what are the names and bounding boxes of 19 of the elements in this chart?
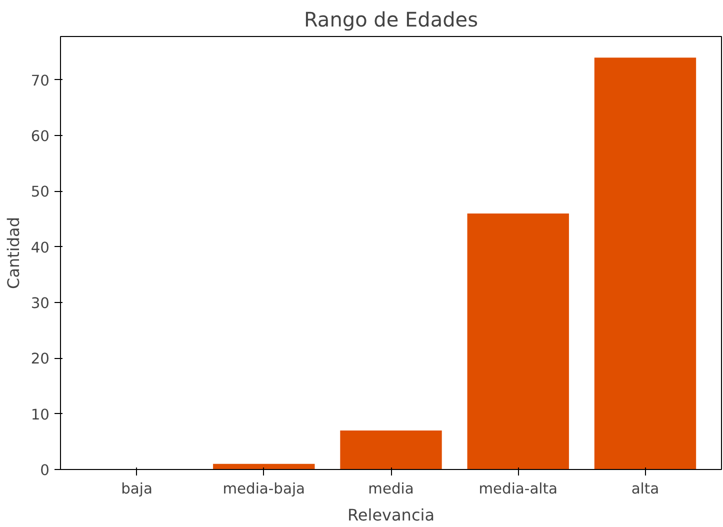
x-tick-label: alta <box>631 480 660 498</box>
bar <box>594 58 696 470</box>
y-tick-label: 20 <box>30 350 50 368</box>
x-axis-title: Relevancia <box>348 506 435 524</box>
x-tick-label: media-alta <box>478 480 558 498</box>
x-tick-label: media-baja <box>222 480 306 498</box>
y-axis-title: Cantidad <box>4 217 23 289</box>
chart-title: Rango de Edades <box>304 8 478 32</box>
bar <box>340 430 442 470</box>
x-tick-label: baja <box>121 480 152 498</box>
y-tick-label: 0 <box>40 462 50 479</box>
y-tick-label: 30 <box>30 295 50 312</box>
x-tick-label: media <box>368 480 414 498</box>
y-tick-label: 40 <box>30 239 50 256</box>
y-tick-label: 60 <box>30 128 50 146</box>
y-tick-label: 10 <box>30 406 50 424</box>
y-tick-label: 50 <box>30 184 50 201</box>
bar <box>467 213 569 470</box>
y-tick-label: 70 <box>30 72 50 90</box>
